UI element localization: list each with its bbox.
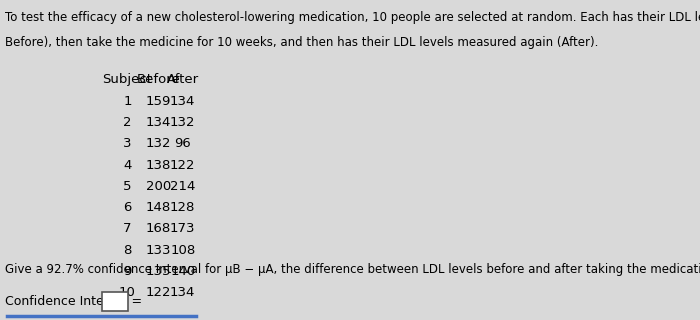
- Text: 168: 168: [146, 222, 172, 236]
- Text: 133: 133: [146, 244, 172, 257]
- Text: 134: 134: [146, 116, 172, 129]
- Text: 8: 8: [123, 244, 132, 257]
- Text: To test the efficacy of a new cholesterol-lowering medication, 10 people are sel: To test the efficacy of a new cholestero…: [5, 11, 700, 24]
- Text: Confidence Interval =: Confidence Interval =: [5, 295, 142, 308]
- Text: 3: 3: [123, 138, 132, 150]
- Text: Before: Before: [136, 73, 181, 86]
- Text: 173: 173: [170, 222, 195, 236]
- Text: 132: 132: [170, 116, 195, 129]
- Text: 108: 108: [170, 244, 195, 257]
- Text: 159: 159: [146, 95, 172, 108]
- Text: 200: 200: [146, 180, 172, 193]
- Text: 138: 138: [146, 159, 172, 172]
- Text: 134: 134: [170, 95, 195, 108]
- Text: 7: 7: [123, 222, 132, 236]
- Text: 122: 122: [170, 159, 195, 172]
- Text: 122: 122: [146, 286, 172, 299]
- Text: Subject: Subject: [102, 73, 153, 86]
- Text: 6: 6: [123, 201, 132, 214]
- Text: 134: 134: [170, 286, 195, 299]
- Text: 128: 128: [170, 201, 195, 214]
- Text: Give a 92.7% confidence Interval for μB − μA, the difference between LDL levels : Give a 92.7% confidence Interval for μB …: [5, 263, 700, 276]
- Text: 135: 135: [146, 265, 172, 278]
- Text: 4: 4: [123, 159, 132, 172]
- Text: 96: 96: [174, 138, 191, 150]
- Text: 1: 1: [123, 95, 132, 108]
- Text: 5: 5: [123, 180, 132, 193]
- Text: 9: 9: [123, 265, 132, 278]
- Text: 148: 148: [146, 201, 172, 214]
- Text: After: After: [167, 73, 199, 86]
- Text: Before), then take the medicine for 10 weeks, and then has their LDL levels meas: Before), then take the medicine for 10 w…: [5, 36, 598, 49]
- Text: 10: 10: [119, 286, 136, 299]
- Text: 214: 214: [170, 180, 195, 193]
- Text: 140: 140: [170, 265, 195, 278]
- Text: 2: 2: [123, 116, 132, 129]
- Text: 132: 132: [146, 138, 172, 150]
